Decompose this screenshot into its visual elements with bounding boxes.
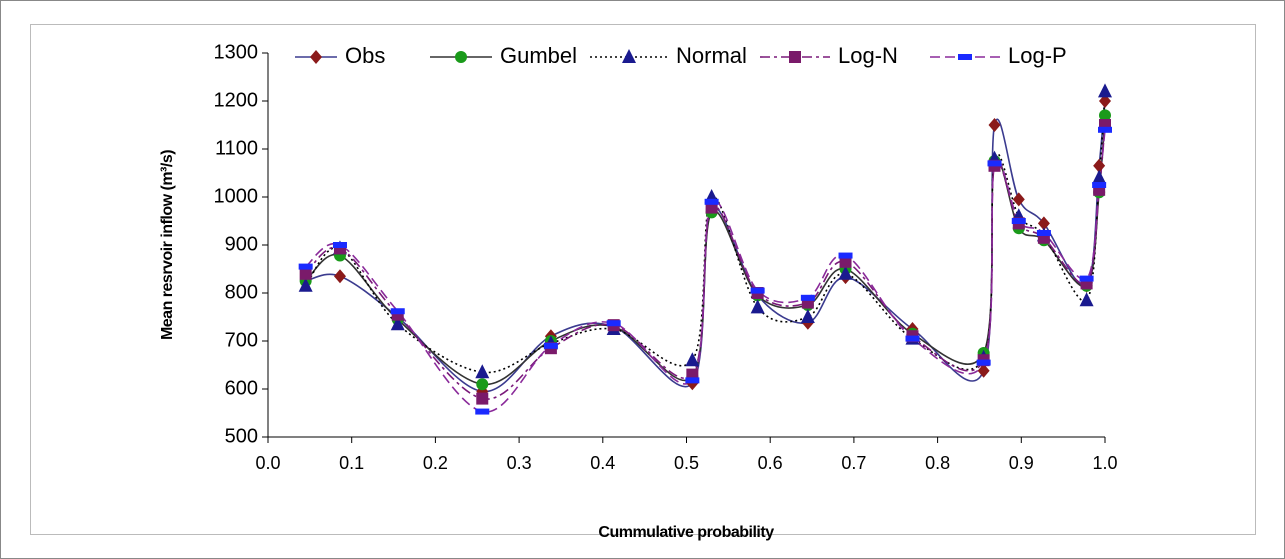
marker-dash (905, 335, 920, 342)
marker-dash (1011, 218, 1026, 224)
legend-label: Normal (676, 43, 747, 68)
legend-label: Obs (345, 43, 385, 68)
x-tick-label: 0.1 (339, 453, 364, 473)
y-tick-label: 1100 (215, 137, 258, 159)
marker-triangle (298, 277, 313, 292)
marker-dash (838, 252, 853, 259)
x-tick-label: 0.7 (841, 453, 866, 473)
y-tick-label: 1300 (214, 41, 259, 63)
y-tick-label: 500 (225, 425, 258, 447)
y-tick-label: 1000 (214, 185, 259, 207)
marker-dash (800, 294, 815, 301)
series-line (305, 129, 1106, 413)
x-tick-label: 0.6 (758, 453, 783, 473)
marker-dash (606, 320, 621, 327)
marker-triangle (838, 265, 853, 280)
marker-square (789, 51, 801, 63)
marker-circle (476, 378, 489, 391)
marker-triangle (800, 309, 815, 323)
marker-diamond (977, 363, 990, 378)
marker-diamond (1093, 158, 1106, 173)
x-tick-label: 0.8 (925, 453, 950, 473)
marker-diamond (1099, 94, 1111, 108)
marker-triangle (1092, 169, 1107, 184)
marker-dash (475, 408, 490, 415)
marker-circle (1099, 109, 1111, 122)
marker-diamond (1012, 192, 1025, 207)
marker-dash (987, 160, 1002, 167)
marker-dash (332, 242, 347, 248)
marker-square (476, 392, 489, 405)
y-tick-label: 800 (225, 281, 258, 303)
marker-triangle (750, 299, 765, 314)
y-tick-label: 700 (225, 329, 258, 351)
marker-dash (958, 54, 972, 60)
marker-triangle (1079, 292, 1094, 307)
x-tick-label: 0.0 (255, 453, 280, 473)
y-tick-label: 1200 (214, 89, 259, 111)
marker-dash (1098, 126, 1112, 133)
marker-diamond (1037, 216, 1050, 231)
marker-dash (704, 198, 719, 205)
x-tick-label: 0.5 (674, 453, 699, 473)
marker-dash (750, 287, 765, 294)
y-tick-label: 900 (225, 233, 258, 255)
marker-dash (543, 342, 558, 349)
marker-diamond (988, 118, 1001, 132)
marker-diamond (310, 50, 322, 64)
marker-square (299, 267, 312, 280)
marker-dash (1079, 275, 1094, 282)
marker-dash (298, 263, 313, 270)
x-axis-title: Cummulative probability (598, 524, 774, 541)
marker-triangle (1098, 83, 1112, 98)
x-tick-label: 0.3 (507, 453, 532, 473)
x-tick-label: 0.9 (1009, 453, 1034, 473)
marker-diamond (333, 269, 346, 284)
chart-area-border (30, 24, 1256, 535)
marker-triangle (622, 49, 636, 63)
marker-dash (1092, 182, 1107, 188)
y-tick-label: 600 (225, 377, 258, 399)
marker-dash (685, 377, 700, 384)
marker-dash (390, 308, 405, 315)
legend-label: Log-P (1008, 43, 1067, 68)
marker-triangle (685, 352, 700, 367)
legend-label: Log-N (838, 43, 898, 68)
x-tick-label: 0.2 (423, 453, 448, 473)
marker-dash (976, 359, 991, 366)
x-tick-label: 0.4 (590, 453, 615, 473)
marker-dash (1036, 230, 1051, 236)
marker-triangle (390, 316, 405, 331)
x-tick-label: 1.0 (1092, 453, 1117, 473)
marker-square (839, 255, 852, 268)
marker-circle (455, 51, 467, 63)
y-axis-title: Mean resrvoir inflow (m³/s) (159, 150, 176, 340)
marker-triangle (475, 364, 490, 379)
legend-label: Gumbel (500, 43, 577, 68)
